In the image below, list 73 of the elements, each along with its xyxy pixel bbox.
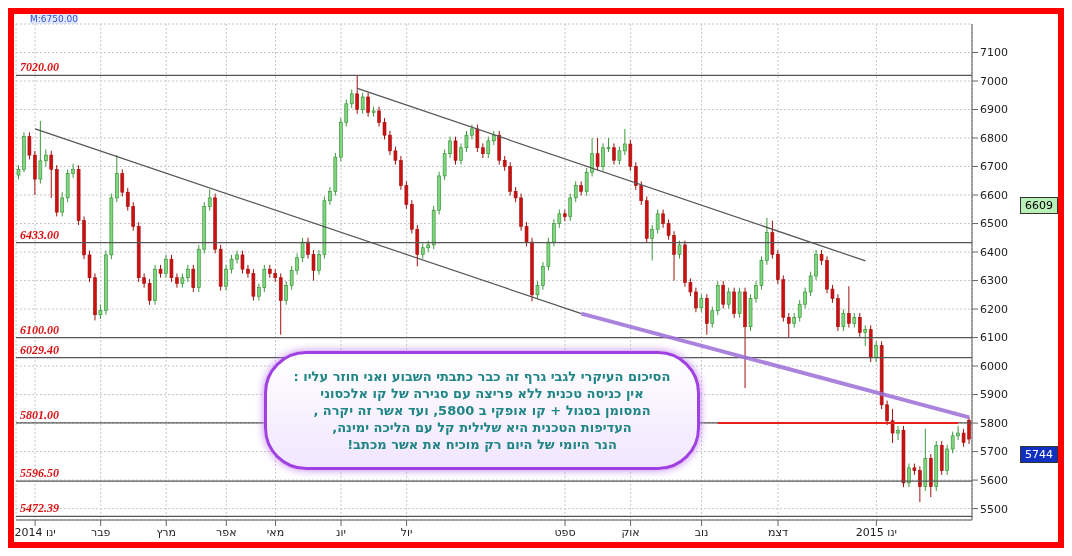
candlestick [366,92,370,118]
y-tick-label: 6400 [980,245,1008,259]
x-tick-label: אוק [621,525,640,539]
text: 5744 [1020,446,1058,463]
candlestick [721,280,726,309]
candlestick [786,312,791,339]
candlestick [841,308,846,332]
candlestick [191,264,196,293]
x-tick-label: ספט [554,525,576,539]
x-tick-label: פבר [90,525,111,539]
x-tick-label: ינו 2015 [855,525,898,539]
y-tick-label: 6300 [980,274,1008,288]
candlestick [278,272,283,336]
y-tick-label: 7000 [980,74,1008,88]
ref-line-label: 6100.00 [20,322,59,337]
candlestick [628,139,633,172]
ref-line-label: 6433.00 [20,227,59,242]
candlestick [732,287,736,319]
y-tick-label: 5800 [980,416,1008,430]
note-box: הסיכום העיקרי לגבי גרף זה כבר כתבתי השבוע ואני חוזר עליו : אין כניסה טכנית ללא פריצה עם סגירה של קו אלכסוני המסומן בסגול + קו אופקי ב 5800, ועד אשר זה יקרה , העדיפות הטכנית היא שלילית קל עם הליכה ימינה, הנר היומי של היום רק מוכיח את אשר מכתב! [264,351,700,470]
candlestick [655,209,660,235]
x-tick-label: יונ [336,525,346,539]
y-tick-label: 6900 [980,103,1008,117]
y-tick-label: 6100 [980,331,1008,345]
x-tick-label: נוב [694,525,709,539]
x-tick-label: מאי [266,525,285,539]
candlestick [486,136,491,159]
candlestick [896,425,900,441]
x-tick-label: אפר [216,525,237,539]
x-tick-label: מרץ [156,525,177,539]
candlestick [355,74,359,115]
candlestick [874,340,878,363]
candlestick [49,150,54,199]
y-tick-label: 5700 [980,445,1008,459]
y-tick-label: 6500 [980,217,1008,231]
ref-line-label: 5596.50 [20,466,59,481]
ref-line-label: 5472.39 [20,501,59,516]
ref-line-label: 7020.00 [20,60,59,75]
x-tick-label: יול [400,525,413,539]
candlestick [120,168,125,197]
candlestick [453,136,458,166]
candlestick [573,180,578,203]
text: 6609 [1020,197,1058,214]
candlestick [207,188,212,212]
y-tick-label: 5900 [980,388,1008,402]
candlestick [60,191,64,217]
y-tick-label: 5600 [980,474,1008,487]
text: M:6750.00 [30,14,79,24]
y-tick-label: 5500 [980,502,1008,516]
candlestick [710,305,715,329]
annotation: הסיכום העיקרי לגבי גרף זה כבר כתבתי השבוע ואני חוזר עליו : אין כניסה טכנית ללא פריצה עם סגירה של קו אלכסוני המסומן בסגול + קו אופקי ב 5800, ועד אשר זה יקרה , העדיפות הטכנית היא שלילית קל עם הליכה ימינה, הנר היומי של היום רק מוכיח את אשר מכתב! [292,368,672,453]
y-tick-label: 6200 [980,302,1008,316]
candlestick [612,142,616,166]
candlestick [349,89,354,109]
candlestick [857,312,862,338]
candlestick [650,224,654,262]
x-tick-label: דצמ [768,525,789,539]
y-tick-label: 7100 [980,46,1008,60]
candlestick [164,254,168,279]
candlestick [863,324,868,347]
candlestick [847,285,851,329]
x-tick-label: ינו 2014 [14,525,56,539]
y-tick-label: 6000 [980,359,1008,373]
ref-line-label: 6029.40 [20,342,59,357]
candlestick [726,287,731,309]
candlestick [737,287,742,319]
y-tick-label: 6800 [980,131,1008,145]
candlestick [595,137,600,172]
ref-line-label: 5801.00 [20,407,59,422]
candlestick [568,193,573,222]
candlestick [360,92,365,115]
y-tick-label: 6700 [980,160,1008,174]
y-tick-label: 6600 [980,188,1008,202]
